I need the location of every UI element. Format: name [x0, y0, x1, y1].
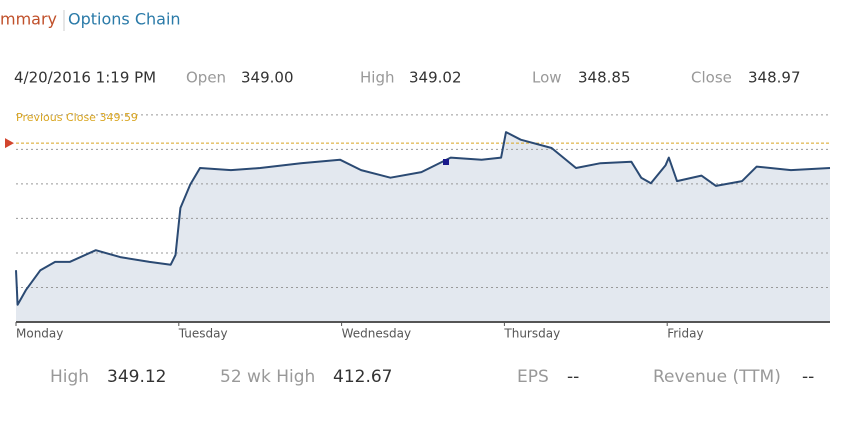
cursor-marker [443, 159, 449, 165]
stat-label: High [50, 367, 89, 387]
quote-value: 349.00 [241, 69, 294, 87]
x-tick-label: Friday [667, 327, 703, 341]
tab[interactable]: Options Chain [68, 10, 181, 29]
x-tick-label: Wednesday [342, 327, 411, 341]
quote-value: 348.85 [578, 69, 631, 87]
quote-label: Low [532, 69, 562, 87]
quote-label: Open [186, 69, 226, 87]
stat-value: -- [567, 367, 579, 387]
stat-value: -- [802, 367, 814, 387]
x-tick-label: Monday [16, 327, 63, 341]
quote-datetime: 4/20/2016 1:19 PM [14, 69, 156, 87]
quote-label: High [360, 69, 394, 87]
stat-label: 52 wk High [220, 367, 315, 387]
previous-close-label: Previous Close 349.59 [16, 111, 138, 124]
x-tick-label: Thursday [503, 327, 560, 341]
stat-value: 412.67 [333, 367, 392, 387]
quote-value: 348.97 [748, 69, 801, 87]
x-tick-label: Tuesday [178, 327, 228, 341]
tab[interactable]: mmary [0, 10, 57, 29]
quote-label: Close [691, 69, 732, 87]
quote-value: 349.02 [409, 69, 462, 87]
stat-label: Revenue (TTM) [653, 367, 781, 387]
stat-label: EPS [517, 367, 549, 387]
area [16, 132, 830, 322]
stat-value: 349.12 [107, 367, 166, 387]
price-line [15, 131, 831, 306]
previous-close-marker [5, 138, 14, 149]
